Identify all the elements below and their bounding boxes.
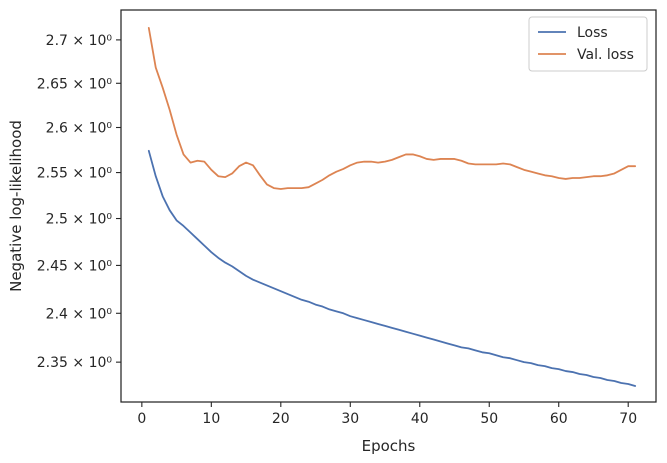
legend-box — [528, 16, 648, 72]
x-tick-label: 30 — [341, 411, 359, 427]
plot-frame — [120, 9, 657, 403]
y-tick-label: 2.35 × 10⁰ — [37, 355, 113, 371]
legend: Loss Val. loss — [528, 16, 648, 72]
x-axis: 0 10 20 30 40 50 60 70 — [137, 402, 637, 427]
y-tick-label: 2.7 × 10⁰ — [46, 33, 113, 49]
y-axis: 2.35 × 10⁰ 2.4 × 10⁰ 2.45 × 10⁰ 2.5 × 10⁰ 2.… — [37, 33, 121, 371]
y-tick-label: 2.4 × 10⁰ — [46, 306, 113, 322]
y-tick-label: 2.65 × 10⁰ — [37, 76, 113, 92]
x-tick-label: 60 — [550, 411, 568, 427]
x-tick-label: 70 — [619, 411, 637, 427]
x-axis-label: Epochs — [362, 437, 416, 455]
series-line-1 — [147, 26, 637, 190]
legend-label-1: Val. loss — [577, 47, 634, 63]
x-tick-label: 20 — [272, 411, 290, 427]
x-tick-label: 40 — [411, 411, 429, 427]
y-tick-label: 2.55 × 10⁰ — [37, 166, 113, 182]
legend-label-0: Loss — [577, 25, 608, 41]
x-tick-label: 50 — [480, 411, 498, 427]
series-line-0 — [147, 149, 637, 387]
y-tick-label: 2.6 × 10⁰ — [46, 120, 113, 136]
plot-area — [120, 9, 657, 403]
y-axis-label: Negative log-likelihood — [7, 120, 25, 292]
y-tick-label: 2.45 × 10⁰ — [37, 258, 113, 274]
x-tick-label: 0 — [137, 411, 146, 427]
y-tick-label: 2.5 × 10⁰ — [46, 212, 113, 228]
x-tick-label: 10 — [202, 411, 220, 427]
